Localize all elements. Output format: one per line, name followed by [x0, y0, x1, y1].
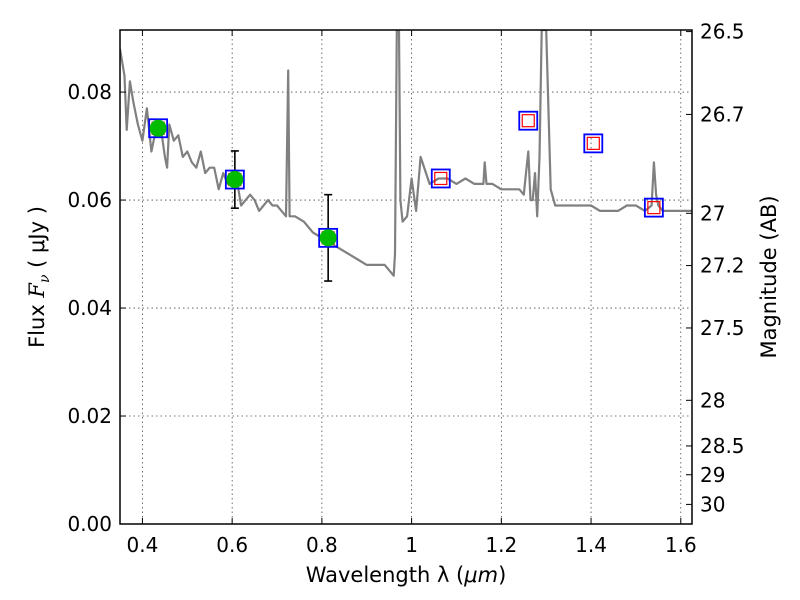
y-tick-label: 0.06 [67, 188, 112, 212]
detection-point [149, 119, 167, 137]
detection-point [226, 171, 244, 189]
x-tick-label: 1.4 [575, 533, 607, 557]
y2-tick-label: 27.5 [700, 316, 745, 340]
detection-point [319, 229, 337, 247]
x-tick-label: 1 [405, 533, 418, 557]
x-tick-label: 0.6 [216, 533, 248, 557]
y2-tick-label: 26.7 [700, 102, 745, 126]
y2-tick-label: 28 [700, 388, 725, 412]
x-tick-label: 1.2 [485, 533, 517, 557]
observed-point [647, 201, 661, 215]
x-tick-label: 1.6 [665, 533, 697, 557]
y2-axis-title: Magnitude (AB) [757, 195, 781, 358]
points-layer [148, 110, 664, 282]
observed-point [521, 114, 535, 128]
y2-tick-label: 26.5 [700, 20, 745, 44]
model-point [518, 110, 539, 131]
plot-frame [119, 29, 693, 525]
y-tick-label: 0.02 [67, 404, 112, 428]
observed-point [434, 171, 448, 186]
y2-tick-label: 27 [700, 201, 725, 225]
model-point [318, 227, 339, 248]
y2-tick-label: 28.5 [700, 434, 745, 458]
x-axis-title: Wavelength λ (μm) [306, 563, 507, 587]
y2-tick-label: 30 [700, 492, 725, 516]
model-point [430, 168, 451, 189]
x-tick-label: 0.8 [306, 533, 338, 557]
plot-background [120, 30, 692, 524]
y-tick-label: 0.00 [67, 512, 112, 536]
observed-point [586, 136, 600, 150]
ticks-layer: 0.4 0.6 0.8 1 1.2 1.4 1.6 0.00 0.02 0.04 0.06 0.08 2… [67, 20, 744, 557]
model-point [148, 118, 169, 139]
y2-tick-label: 29 [700, 463, 725, 487]
model-point [583, 133, 604, 154]
sed-line [120, 30, 692, 277]
y-tick-label: 0.04 [67, 296, 112, 320]
model-point [643, 197, 664, 218]
y-axis-title: Flux Fν ( μJy ) [25, 206, 53, 348]
x-tick-label: 0.4 [127, 533, 159, 557]
model-point [224, 169, 245, 190]
series-layer [120, 30, 692, 277]
grid [120, 30, 692, 524]
y-tick-label: 0.08 [67, 80, 112, 104]
y2-tick-label: 27.2 [700, 254, 745, 278]
